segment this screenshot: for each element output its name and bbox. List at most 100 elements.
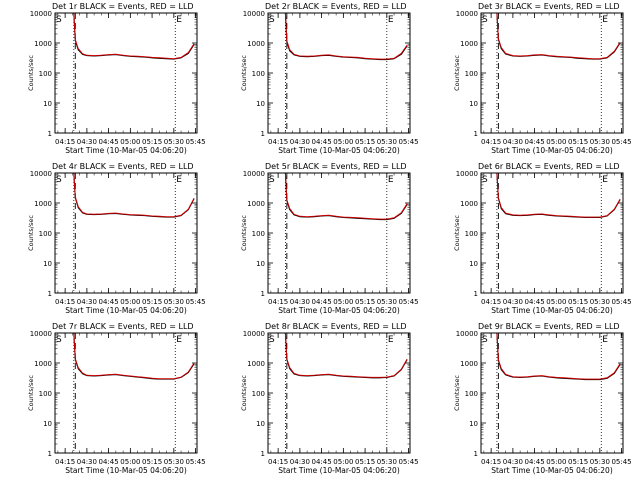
x-tick-label: 05:30 [164, 458, 184, 466]
x-tick-label: 04:45 [99, 138, 119, 146]
x-tick-label: 04:15 [481, 298, 501, 306]
y-tick-label: 1 [261, 450, 265, 458]
x-axis-label: Start Time (10-Mar-05 04:06:20) [491, 466, 613, 475]
x-tick-label: 04:15 [481, 138, 501, 146]
y-tick-label: 1 [474, 450, 478, 458]
y-tick-label: 1 [261, 290, 265, 298]
x-tick-label: 05:45 [398, 138, 418, 146]
x-tick-label: 05:00 [120, 458, 140, 466]
y-tick-label: 10000 [243, 10, 265, 18]
y-tick-label: 1000 [34, 360, 52, 368]
marker-label-start: S [269, 175, 275, 185]
y-tick-label: 10 [43, 100, 52, 108]
x-tick-label: 05:45 [611, 138, 631, 146]
x-axis-label: Start Time (10-Mar-05 04:06:20) [491, 146, 613, 155]
x-tick-label: 05:45 [185, 458, 205, 466]
series-line-lld [284, 12, 408, 60]
series-line-lld [73, 172, 195, 218]
x-tick-label: 05:00 [333, 458, 353, 466]
marker-label-start: S [482, 175, 488, 185]
y-tick-label: 1 [48, 450, 52, 458]
marker-label-start: S [56, 175, 62, 185]
y-tick-label: 10 [469, 100, 478, 108]
x-tick-label: 05:15 [142, 298, 162, 306]
x-tick-label: 05:00 [333, 298, 353, 306]
y-tick-label: 1000 [247, 200, 265, 208]
marker-label-end: E [388, 175, 394, 185]
x-tick-label: 05:30 [377, 138, 397, 146]
x-tick-label: 05:00 [546, 138, 566, 146]
y-tick-label: 100 [465, 230, 478, 238]
panel-1: Det 1r BLACK = Events, RED = LLD 1 10 100 10… [27, 2, 206, 155]
y-tick-label: 10000 [456, 10, 478, 18]
series-line-lld [284, 172, 408, 220]
x-tick-label: 04:45 [525, 138, 545, 146]
plot-frame [480, 332, 624, 454]
plot-frame [54, 172, 198, 294]
marker-label-start: S [269, 15, 275, 25]
marker-label-start: S [269, 335, 275, 345]
x-tick-label: 04:45 [312, 138, 332, 146]
x-tick-label: 05:00 [120, 138, 140, 146]
y-axis-label: Counts/sec [240, 215, 248, 251]
y-tick-label: 100 [39, 230, 52, 238]
panel-title: Det 8r BLACK = Events, RED = LLD [265, 322, 407, 331]
plot-frame [267, 12, 411, 134]
y-tick-label: 10000 [456, 170, 478, 178]
y-tick-label: 1000 [247, 40, 265, 48]
y-axis-label: Counts/sec [453, 215, 461, 251]
plot-frame [267, 172, 411, 294]
panel-4: Det 4r BLACK = Events, RED = LLD 1 10 100 10… [27, 162, 206, 315]
y-tick-label: 100 [465, 390, 478, 398]
y-tick-label: 10 [469, 260, 478, 268]
y-tick-label: 10000 [243, 170, 265, 178]
x-tick-label: 04:30 [290, 298, 310, 306]
panel-title: Det 6r BLACK = Events, RED = LLD [478, 162, 620, 171]
y-axis-label: Counts/sec [240, 375, 248, 411]
x-tick-label: 05:45 [398, 298, 418, 306]
series-line-lld [284, 332, 408, 378]
x-tick-label: 04:15 [55, 458, 75, 466]
x-tick-label: 05:45 [185, 138, 205, 146]
x-tick-label: 05:45 [611, 298, 631, 306]
panel-title: Det 3r BLACK = Events, RED = LLD [478, 2, 620, 11]
x-tick-label: 04:30 [503, 298, 523, 306]
x-tick-label: 05:15 [568, 138, 588, 146]
panel-title: Det 2r BLACK = Events, RED = LLD [265, 2, 407, 11]
panel-5: Det 5r BLACK = Events, RED = LLD 1 10 100 10… [240, 162, 419, 315]
marker-label-end: E [388, 15, 394, 25]
panel-7: Det 7r BLACK = Events, RED = LLD 1 10 100 10… [27, 322, 206, 475]
x-tick-label: 04:45 [525, 298, 545, 306]
series-line-lld [73, 332, 195, 380]
y-tick-label: 10 [43, 260, 52, 268]
y-tick-label: 1000 [460, 360, 478, 368]
x-tick-label: 05:00 [546, 458, 566, 466]
y-tick-label: 1000 [247, 360, 265, 368]
panel-title: Det 9r BLACK = Events, RED = LLD [478, 322, 620, 331]
y-tick-label: 1000 [460, 40, 478, 48]
y-tick-label: 10000 [243, 330, 265, 338]
x-tick-label: 04:30 [503, 458, 523, 466]
x-tick-label: 05:15 [142, 458, 162, 466]
plot-frame [267, 332, 411, 454]
y-tick-label: 100 [39, 390, 52, 398]
x-tick-label: 04:45 [312, 298, 332, 306]
y-tick-label: 1 [48, 290, 52, 298]
y-tick-label: 1 [474, 290, 478, 298]
panel-3: Det 3r BLACK = Events, RED = LLD 1 10 100 10… [453, 2, 632, 155]
x-axis-label: Start Time (10-Mar-05 04:06:20) [491, 306, 613, 315]
x-tick-label: 05:00 [333, 138, 353, 146]
x-tick-label: 04:30 [503, 138, 523, 146]
y-tick-label: 10000 [30, 170, 52, 178]
y-tick-label: 100 [39, 70, 52, 78]
y-tick-label: 10 [256, 100, 265, 108]
x-tick-label: 04:15 [55, 138, 75, 146]
series-line-lld [73, 12, 195, 60]
x-tick-label: 05:30 [590, 458, 610, 466]
x-tick-label: 05:45 [185, 298, 205, 306]
y-axis-label: Counts/sec [453, 55, 461, 91]
y-axis-label: Counts/sec [27, 375, 35, 411]
y-axis-label: Counts/sec [453, 375, 461, 411]
plot-frame [480, 172, 624, 294]
